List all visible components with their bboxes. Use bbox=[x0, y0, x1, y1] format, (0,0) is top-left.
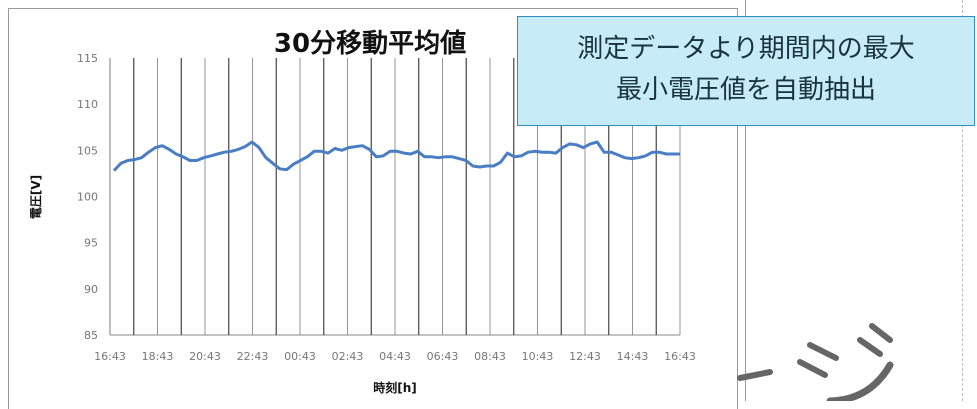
callout-line-2: 最小電圧値を自動抽出 bbox=[615, 75, 876, 105]
chart-frame bbox=[8, 8, 738, 409]
chart-title: 30分移動平均値 bbox=[274, 29, 466, 59]
y-tick-label: 85 bbox=[84, 329, 98, 342]
x-tick-label: 02:43 bbox=[332, 350, 364, 363]
x-tick-label: 08:43 bbox=[474, 350, 506, 363]
x-tick-label: 12:43 bbox=[569, 350, 601, 363]
x-tick-label: 18:43 bbox=[142, 350, 174, 363]
page-edge-line bbox=[962, 0, 963, 401]
voltage-series-line bbox=[112, 140, 680, 172]
y-axis-ticks: 85 90 95 100 105 110 115 bbox=[77, 52, 98, 342]
document-frame bbox=[745, 0, 746, 401]
y-axis-label: 電圧[V] bbox=[29, 175, 43, 219]
x-tick-label: 14:43 bbox=[617, 350, 649, 363]
callout-line-1: 測定データより期間内の最大 bbox=[577, 34, 915, 64]
callout-box: 測定データより期間内の最大 最小電圧値を自動抽出 bbox=[517, 16, 975, 126]
y-tick-label: 90 bbox=[84, 283, 98, 296]
x-tick-label: 10:43 bbox=[522, 350, 554, 363]
x-tick-label: 20:43 bbox=[189, 350, 221, 363]
y-tick-label: 100 bbox=[77, 191, 98, 204]
x-tick-label: 16:43 bbox=[94, 350, 126, 363]
y-tick-label: 110 bbox=[77, 98, 98, 111]
x-tick-label: 16:43 bbox=[664, 350, 696, 363]
x-axis-label: 時刻[h] bbox=[373, 380, 417, 395]
x-tick-label: 04:43 bbox=[379, 350, 411, 363]
y-tick-label: 115 bbox=[77, 52, 98, 65]
x-tick-label: 00:43 bbox=[284, 350, 316, 363]
y-tick-label: 105 bbox=[77, 144, 98, 157]
decorative-text-fragment bbox=[737, 323, 894, 401]
y-tick-label: 95 bbox=[84, 237, 98, 250]
x-axis-ticks: 16:43 18:43 20:43 22:43 00:43 02:43 04:43 06:43… bbox=[94, 350, 696, 363]
x-tick-label: 06:43 bbox=[427, 350, 459, 363]
chart-grid bbox=[109, 58, 681, 336]
x-tick-label: 22:43 bbox=[237, 350, 269, 363]
